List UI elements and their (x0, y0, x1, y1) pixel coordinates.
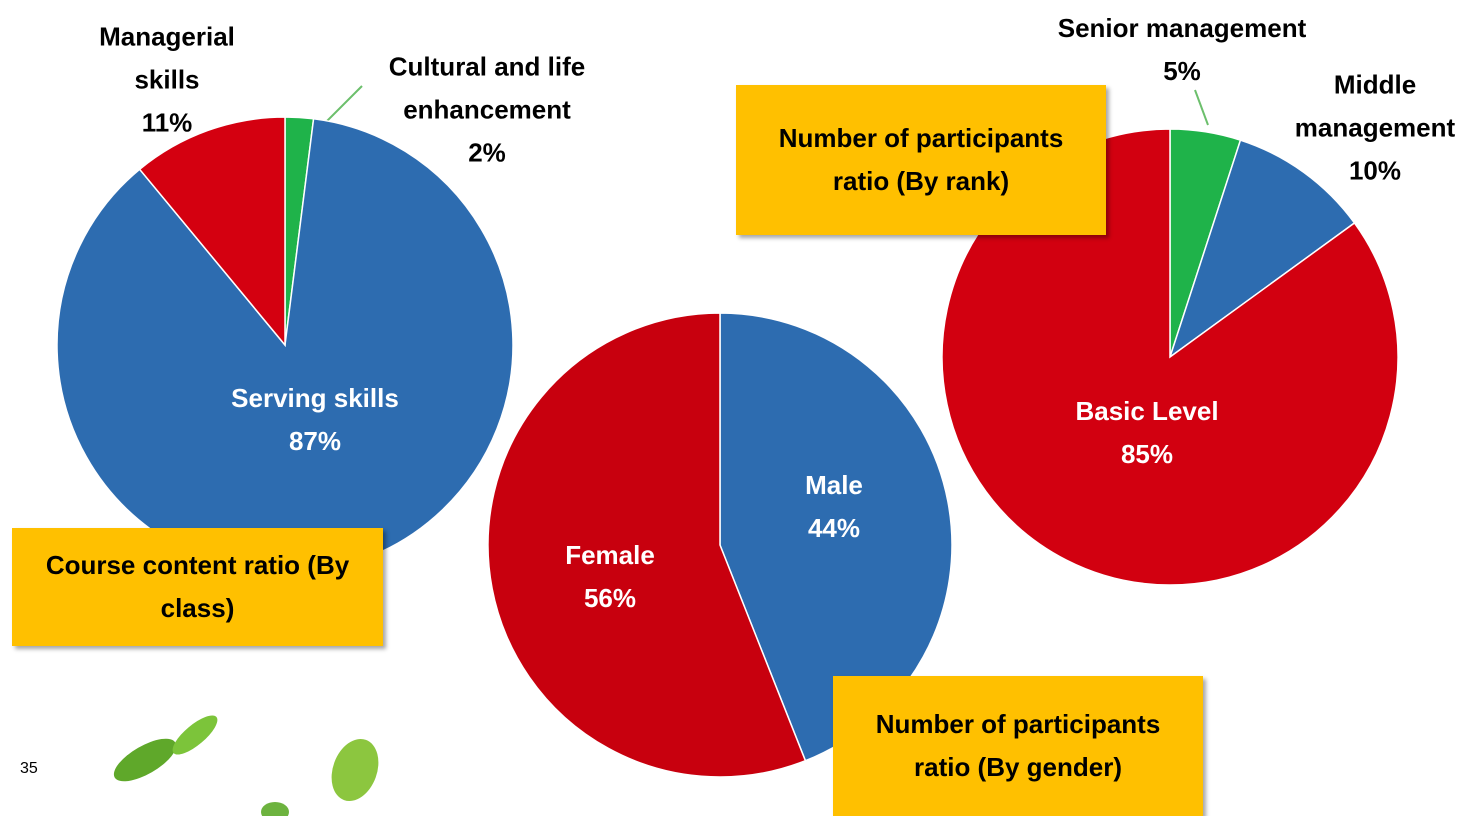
category-label: Senior management (1012, 7, 1352, 50)
category-label: Male (774, 464, 894, 507)
leaf (108, 730, 183, 789)
leaf (323, 732, 386, 807)
value-label: 44% (774, 507, 894, 550)
category-label: Serving skills (185, 377, 445, 420)
value-label: 11% (77, 102, 257, 145)
chart-title: Number of participants ratio (By rank) (736, 85, 1106, 235)
category-label: Basic Level (1037, 390, 1257, 433)
slide: 35 Cultural and life enhancement2% Servin… (0, 0, 1477, 816)
value-label: 85% (1037, 433, 1257, 476)
value-label: 2% (357, 132, 617, 175)
leaf (261, 802, 289, 816)
category-label: Female (540, 534, 680, 577)
leaf (167, 709, 223, 760)
chart-title: Course content ratio (By class) (12, 528, 383, 646)
category-label: Middle management (1275, 64, 1475, 150)
value-label: 87% (185, 420, 445, 463)
category-label: Cultural and life enhancement (357, 46, 617, 132)
chart-title: Number of participants ratio (By gender) (833, 676, 1203, 816)
value-label: 56% (540, 577, 680, 620)
leader-line (1195, 90, 1208, 125)
category-label: Managerial skills (77, 16, 257, 102)
page-number: 35 (20, 760, 38, 778)
value-label: 10% (1275, 150, 1475, 193)
